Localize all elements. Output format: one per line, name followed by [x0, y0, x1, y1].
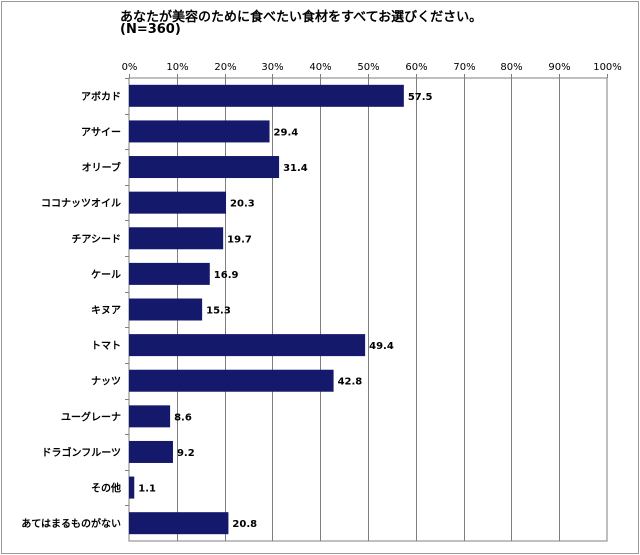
value-label: 31.4	[283, 163, 308, 174]
bar	[129, 405, 171, 428]
category-label: チアシード	[71, 233, 121, 245]
bar	[129, 369, 334, 392]
value-label: 15.3	[206, 306, 231, 317]
x-tick-label: 60%	[405, 62, 427, 73]
value-label: 42.8	[338, 377, 363, 388]
bar	[129, 476, 135, 499]
x-tick-label: 80%	[500, 62, 522, 73]
bar	[129, 120, 270, 143]
bar	[129, 84, 404, 107]
value-label: 16.9	[214, 270, 239, 281]
x-tick-label: 100%	[593, 62, 622, 73]
category-label: ココナッツオイル	[41, 198, 121, 210]
x-tick-label: 70%	[453, 62, 475, 73]
category-label: キヌア	[91, 305, 121, 317]
bar	[129, 191, 227, 214]
category-label: その他	[91, 482, 121, 495]
bar	[129, 156, 280, 179]
chart-title: あなたが美容のために食べたい食材をすべてお選びください。	[120, 10, 483, 25]
value-label: 19.7	[227, 234, 252, 245]
bar	[129, 227, 224, 250]
bar	[129, 512, 229, 535]
category-label: トマト	[91, 340, 121, 352]
category-label: ドラゴンフルーツ	[42, 446, 122, 459]
bar	[129, 334, 366, 357]
x-tick-label: 10%	[166, 62, 188, 73]
value-label: 8.6	[174, 412, 192, 423]
value-label: 29.4	[274, 127, 299, 138]
x-tick-label: 50%	[357, 62, 379, 73]
value-label: 20.3	[230, 199, 255, 210]
bar	[129, 262, 210, 285]
x-tick-label: 20%	[214, 62, 236, 73]
category-label: アサイー	[81, 126, 121, 138]
x-tick-label: 30%	[261, 62, 283, 73]
category-label: ナッツ	[91, 376, 121, 388]
category-label: ユーグレーナ	[61, 410, 121, 423]
x-tick-label: 0%	[122, 62, 138, 73]
category-label: あてはまるものがない	[21, 517, 121, 530]
value-label: 49.4	[369, 341, 394, 352]
value-label: 57.5	[408, 92, 433, 103]
bar	[129, 440, 173, 463]
category-label: アボカド	[81, 90, 121, 103]
x-tick-label: 90%	[548, 62, 570, 73]
value-label: 20.8	[232, 519, 257, 530]
value-label: 9.2	[177, 448, 195, 459]
bar	[129, 298, 203, 321]
x-tick-label: 40%	[309, 62, 331, 73]
chart-subtitle: (N=360)	[120, 22, 181, 37]
category-label: ケール	[91, 269, 121, 281]
value-label: 1.1	[138, 484, 156, 495]
category-label: オリーブ	[82, 161, 121, 174]
